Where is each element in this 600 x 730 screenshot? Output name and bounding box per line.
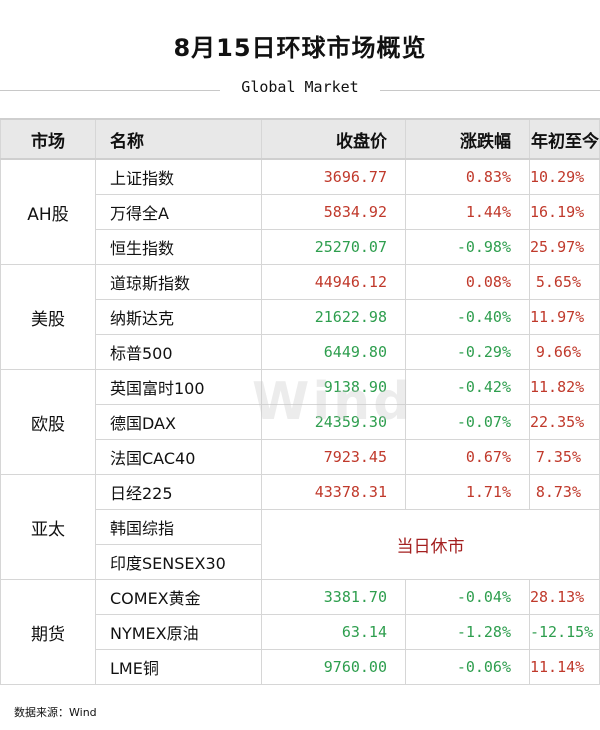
ytd-pct: 25.97% xyxy=(529,229,600,265)
close-price: 24359.30 xyxy=(261,404,406,440)
close-price: 25270.07 xyxy=(261,229,406,265)
ytd-pct: -12.15% xyxy=(529,614,600,650)
close-price: 3381.70 xyxy=(261,579,406,615)
index-name: 印度SENSEX30 xyxy=(95,544,262,580)
table-row: 恒生指数 25270.07 -0.98% 25.97% xyxy=(1,229,600,265)
change-pct: -0.04% xyxy=(405,579,530,615)
index-name: 德国DAX xyxy=(95,404,262,440)
table-row: 美股 道琼斯指数 44946.12 0.08% 5.65% xyxy=(0,264,600,370)
close-price: 3696.77 xyxy=(261,158,406,195)
index-name: 英国富时100 xyxy=(95,369,262,405)
index-name: NYMEX原油 xyxy=(95,614,262,650)
index-name: 万得全A xyxy=(95,194,262,230)
index-name: 日经225 xyxy=(95,474,262,510)
table-row: NYMEX原油 63.14 -1.28% -12.15% xyxy=(1,614,600,650)
column-header-market: 市场 xyxy=(0,118,96,160)
table-row: 纳斯达克 21622.98 -0.40% 11.97% xyxy=(1,299,600,335)
subtitle-right-rule xyxy=(380,90,600,91)
close-price: 5834.92 xyxy=(261,194,406,230)
close-price: 44946.12 xyxy=(261,264,406,300)
close-price: 9760.00 xyxy=(261,649,406,685)
market-group-label: 欧股 xyxy=(0,369,96,475)
ytd-pct: 16.19% xyxy=(529,194,600,230)
market-group-label: AH股 xyxy=(0,158,96,265)
market-group-label: 美股 xyxy=(0,264,96,370)
close-price: 9138.90 xyxy=(261,369,406,405)
subtitle-text: Global Market xyxy=(231,78,369,96)
table-body: AH股 上证指数 3696.77 0.83% 10.29% 万得全A 5834.92 1.44… xyxy=(0,158,600,685)
ytd-pct: 10.29% xyxy=(529,158,600,195)
table-row: 期货 COMEX黄金 3381.70 -0.04% 28.13% xyxy=(0,579,600,685)
subtitle-row: Global Market xyxy=(0,78,600,102)
change-pct: 0.67% xyxy=(405,439,530,475)
page-title: 8月15日环球市场概览 xyxy=(173,34,427,62)
change-pct: -0.06% xyxy=(405,649,530,685)
index-name: LME铜 xyxy=(95,649,262,685)
close-price: 21622.98 xyxy=(261,299,406,335)
change-pct: 0.08% xyxy=(405,264,530,300)
change-pct: -1.28% xyxy=(405,614,530,650)
table-row: 万得全A 5834.92 1.44% 16.19% xyxy=(1,194,600,230)
change-pct: -0.98% xyxy=(405,229,530,265)
change-pct: -0.40% xyxy=(405,299,530,335)
ytd-pct: 9.66% xyxy=(529,334,600,370)
column-header-ytd: 年初至今 xyxy=(529,118,600,160)
table-row: 德国DAX 24359.30 -0.07% 22.35% xyxy=(1,404,600,440)
table-row: 韩国综指 当日休市 xyxy=(1,509,600,580)
index-name: 道琼斯指数 xyxy=(95,264,262,300)
table-row: 欧股 英国富时100 9138.90 -0.42% 11.82% xyxy=(0,369,600,475)
index-name: 上证指数 xyxy=(95,158,262,195)
ytd-pct: 11.82% xyxy=(529,369,600,405)
market-group-label: 亚太 xyxy=(0,474,96,580)
table-row: 法国CAC40 7923.45 0.67% 7.35% xyxy=(1,439,600,475)
close-price: 63.14 xyxy=(261,614,406,650)
index-name: 法国CAC40 xyxy=(95,439,262,475)
ytd-pct: 11.14% xyxy=(529,649,600,685)
table-row: AH股 上证指数 3696.77 0.83% 10.29% xyxy=(0,158,600,265)
column-header-close: 收盘价 xyxy=(261,118,406,160)
change-pct: -0.29% xyxy=(405,334,530,370)
table-header-row: 市场 名称 收盘价 涨跌幅 年初至今 xyxy=(0,118,600,160)
close-price: 6449.80 xyxy=(261,334,406,370)
source-note: 数据来源：Wind xyxy=(14,706,97,719)
change-pct: -0.07% xyxy=(405,404,530,440)
ytd-pct: 5.65% xyxy=(529,264,600,300)
subtitle: Global Market xyxy=(0,78,600,96)
ytd-pct: 28.13% xyxy=(529,579,600,615)
change-pct: 0.83% xyxy=(405,158,530,195)
column-header-name: 名称 xyxy=(95,118,262,160)
market-group-label: 期货 xyxy=(0,579,96,685)
change-pct: -0.42% xyxy=(405,369,530,405)
ytd-pct: 8.73% xyxy=(529,474,600,510)
table-row: 标普500 6449.80 -0.29% 9.66% xyxy=(1,334,600,370)
close-price: 7923.45 xyxy=(261,439,406,475)
table-row: 亚太 日经225 43378.31 1.71% 8.73% xyxy=(0,474,600,580)
ytd-pct: 11.97% xyxy=(529,299,600,335)
ytd-pct: 22.35% xyxy=(529,404,600,440)
subtitle-left-rule xyxy=(0,90,220,91)
index-name: 恒生指数 xyxy=(95,229,262,265)
column-header-change: 涨跌幅 xyxy=(405,118,530,160)
ytd-pct: 7.35% xyxy=(529,439,600,475)
market-table: 市场 名称 收盘价 涨跌幅 年初至今 AH股 上证指数 3696.77 0.83% 10… xyxy=(0,118,600,685)
market-closed-label: 当日休市 xyxy=(261,509,600,580)
index-name: 韩国综指 xyxy=(95,509,262,545)
index-name: COMEX黄金 xyxy=(95,579,262,615)
table-row: LME铜 9760.00 -0.06% 11.14% xyxy=(1,649,600,685)
index-name: 标普500 xyxy=(95,334,262,370)
index-name: 纳斯达克 xyxy=(95,299,262,335)
table-row: 印度SENSEX30 xyxy=(1,544,600,580)
change-pct: 1.71% xyxy=(405,474,530,510)
change-pct: 1.44% xyxy=(405,194,530,230)
close-price: 43378.31 xyxy=(261,474,406,510)
